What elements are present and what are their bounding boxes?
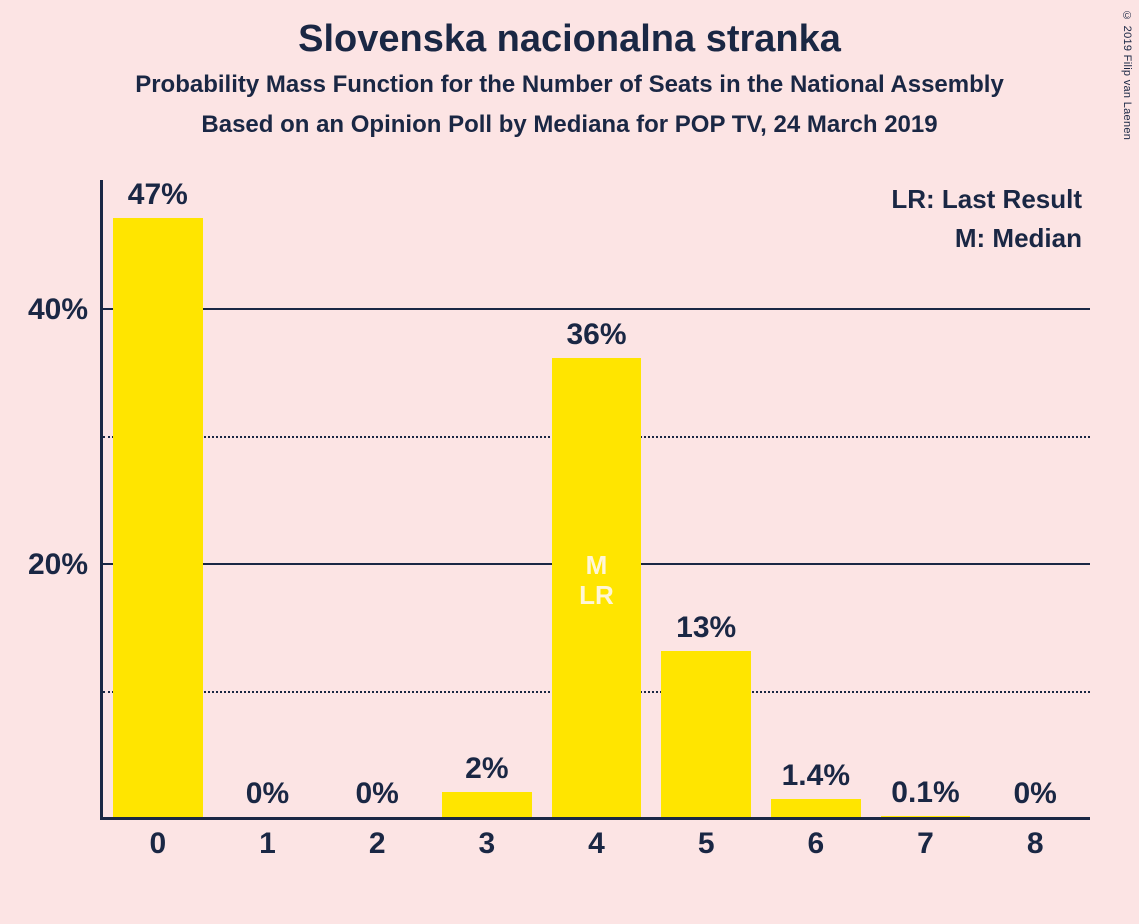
- bar: [881, 816, 971, 817]
- chart-credit: © 2019 Filip van Laenen: [1121, 10, 1133, 140]
- bar: [442, 792, 532, 817]
- bar-x-label: 3: [478, 827, 495, 861]
- bar-slot: 1.4%6: [771, 180, 861, 817]
- bar-value-label: 2%: [465, 752, 508, 786]
- bar-x-label: 2: [369, 827, 386, 861]
- bar-slot: 0.1%7: [881, 180, 971, 817]
- pmf-bar-chart: Slovenska nacionalna stranka Probability…: [0, 0, 1139, 924]
- bar: [661, 651, 751, 817]
- chart-subtitle: Probability Mass Function for the Number…: [0, 71, 1139, 99]
- bar-value-label: 0%: [1013, 777, 1056, 811]
- chart-title: Slovenska nacionalna stranka: [0, 0, 1139, 61]
- y-tick-label: 20%: [28, 548, 88, 582]
- bar-x-label: 6: [807, 827, 824, 861]
- bar-slot: 47%0: [113, 180, 203, 817]
- bar-slot: 36%4M LR: [552, 180, 642, 817]
- plot-area: LR: Last Result M: Median 47%00%10%22%33…: [100, 180, 1090, 820]
- bar: [113, 218, 203, 817]
- bar-slot: 2%3: [442, 180, 532, 817]
- bar-x-label: 0: [149, 827, 166, 861]
- bars-container: 47%00%10%22%336%4M LR13%51.4%60.1%70%8: [103, 180, 1090, 817]
- bar-value-label: 0%: [355, 777, 398, 811]
- bar-slot: 0%8: [990, 180, 1080, 817]
- bar-x-label: 4: [588, 827, 605, 861]
- bar-slot: 13%5: [661, 180, 751, 817]
- bar-x-label: 7: [917, 827, 934, 861]
- bar-value-label: 47%: [128, 178, 188, 212]
- bar-value-label: 0.1%: [891, 776, 959, 810]
- bar-slot: 0%1: [223, 180, 313, 817]
- bar-value-label: 1.4%: [782, 759, 850, 793]
- bar: [771, 799, 861, 817]
- bar-x-label: 5: [698, 827, 715, 861]
- bar-value-label: 13%: [676, 611, 736, 645]
- y-tick-label: 40%: [28, 293, 88, 327]
- bar-value-label: 0%: [246, 777, 289, 811]
- bar-x-label: 8: [1027, 827, 1044, 861]
- bar-slot: 0%2: [332, 180, 422, 817]
- bar-annotation: M LR: [579, 551, 614, 611]
- bar-value-label: 36%: [566, 318, 626, 352]
- chart-subtitle2: Based on an Opinion Poll by Mediana for …: [0, 111, 1139, 139]
- bar-x-label: 1: [259, 827, 276, 861]
- x-axis: [100, 817, 1090, 820]
